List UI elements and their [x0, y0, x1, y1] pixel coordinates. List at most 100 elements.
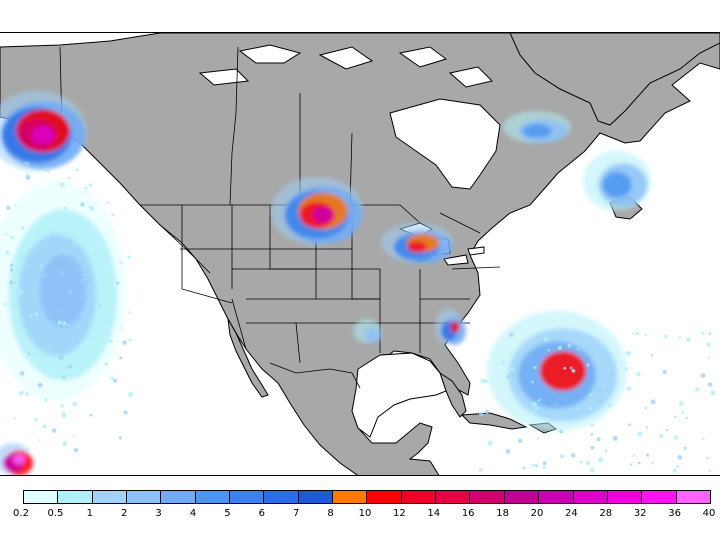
precip-speck [61, 321, 64, 324]
precip-speck [56, 226, 60, 230]
precip-speck [105, 362, 108, 366]
precip-speck [531, 463, 536, 467]
precip-speck [60, 270, 64, 275]
precip-speck [500, 360, 506, 366]
precip-speck [678, 336, 681, 339]
precipitation-map [0, 32, 720, 476]
legend-swatch [333, 491, 368, 503]
legend-tick-label: 24 [565, 508, 578, 519]
precip-speck [13, 417, 17, 420]
legend-swatch [230, 491, 265, 503]
precip-speck [610, 356, 616, 361]
legend-tick-label: 28 [599, 508, 613, 519]
precip-speck [542, 465, 546, 470]
precip-speck [589, 467, 595, 473]
precip-speck [37, 382, 43, 388]
precip-speck [571, 369, 576, 373]
precip-speck [17, 305, 21, 309]
legend-tick-label: 10 [358, 508, 372, 519]
precip-speck [61, 308, 64, 311]
precip-speck [633, 454, 636, 457]
precip-speck [81, 277, 86, 282]
precip-speck [495, 354, 498, 357]
precip-speck [650, 399, 656, 405]
precip-speck [30, 275, 36, 280]
precip-speck [679, 401, 684, 407]
precip-speck [531, 410, 536, 415]
precip-speck [579, 341, 583, 344]
precip-speck [10, 235, 15, 240]
precip-speck [601, 363, 604, 366]
precip-speck [113, 378, 118, 383]
precip-speck [626, 351, 632, 356]
precip-speck [80, 289, 83, 292]
precip-speck [626, 386, 632, 391]
precip-contour [312, 207, 334, 223]
precip-contour [522, 124, 552, 138]
precip-speck [66, 282, 69, 285]
precip-speck [608, 403, 613, 408]
precip-speck [593, 388, 597, 393]
arctic-islands [198, 44, 493, 88]
precip-speck [624, 366, 628, 371]
legend-swatch [367, 491, 402, 503]
precip-speck [120, 326, 123, 329]
precip-speck [636, 372, 641, 377]
precip-speck [585, 460, 591, 466]
precip-speck [73, 448, 78, 453]
precip-speck [632, 333, 635, 336]
precip-speck [637, 431, 643, 437]
precip-speck [646, 453, 650, 457]
legend-tick-label: 0.5 [47, 508, 64, 519]
precip-speck [84, 186, 88, 190]
legend-tick-label: 0.2 [13, 508, 29, 519]
legend-swatch [195, 491, 231, 503]
precip-speck [700, 373, 706, 378]
legend-tick-label: 6 [258, 508, 265, 519]
precip-speck [586, 363, 590, 367]
precip-speck [576, 407, 580, 411]
precip-speck [590, 433, 594, 436]
precip-speck [547, 349, 550, 352]
precip-speck [39, 331, 43, 334]
precip-speck [9, 280, 14, 285]
precip-speck [590, 423, 594, 427]
precip-speck [662, 370, 667, 375]
precip-speck [479, 411, 484, 417]
precip-speck [571, 453, 576, 458]
precip-speck [75, 168, 79, 172]
precip-speck [109, 339, 113, 343]
precip-speck [21, 226, 25, 230]
precip-speck [84, 190, 87, 193]
precip-speck [83, 273, 86, 276]
precip-speck [567, 343, 572, 348]
precip-speck [28, 250, 31, 253]
precip-speck [686, 337, 691, 342]
precip-contour [450, 321, 460, 333]
precip-speck [85, 269, 89, 272]
precip-speck [18, 257, 21, 260]
precip-speck [34, 417, 38, 422]
precip-speck [706, 456, 709, 460]
precip-contour [31, 125, 55, 145]
precip-speck [88, 305, 94, 311]
precip-speck [569, 366, 573, 370]
legend-tick-label: 5 [224, 508, 231, 519]
precip-contour [539, 351, 587, 391]
precip-speck [83, 286, 87, 290]
precip-speck [79, 352, 83, 357]
precip-speck [576, 347, 581, 351]
precip-speck [63, 233, 68, 239]
precip-speck [72, 435, 75, 438]
precip-speck [645, 426, 649, 429]
legend-tick-label: 8 [327, 508, 334, 519]
legend-swatch [539, 491, 574, 503]
precip-speck [484, 409, 489, 414]
precip-speck [590, 445, 595, 450]
precip-speck [48, 344, 52, 347]
precip-speck [548, 471, 551, 474]
precip-speck [118, 436, 122, 440]
precip-speck [537, 399, 540, 402]
precip-speck [67, 324, 71, 327]
precip-speck [533, 365, 537, 370]
